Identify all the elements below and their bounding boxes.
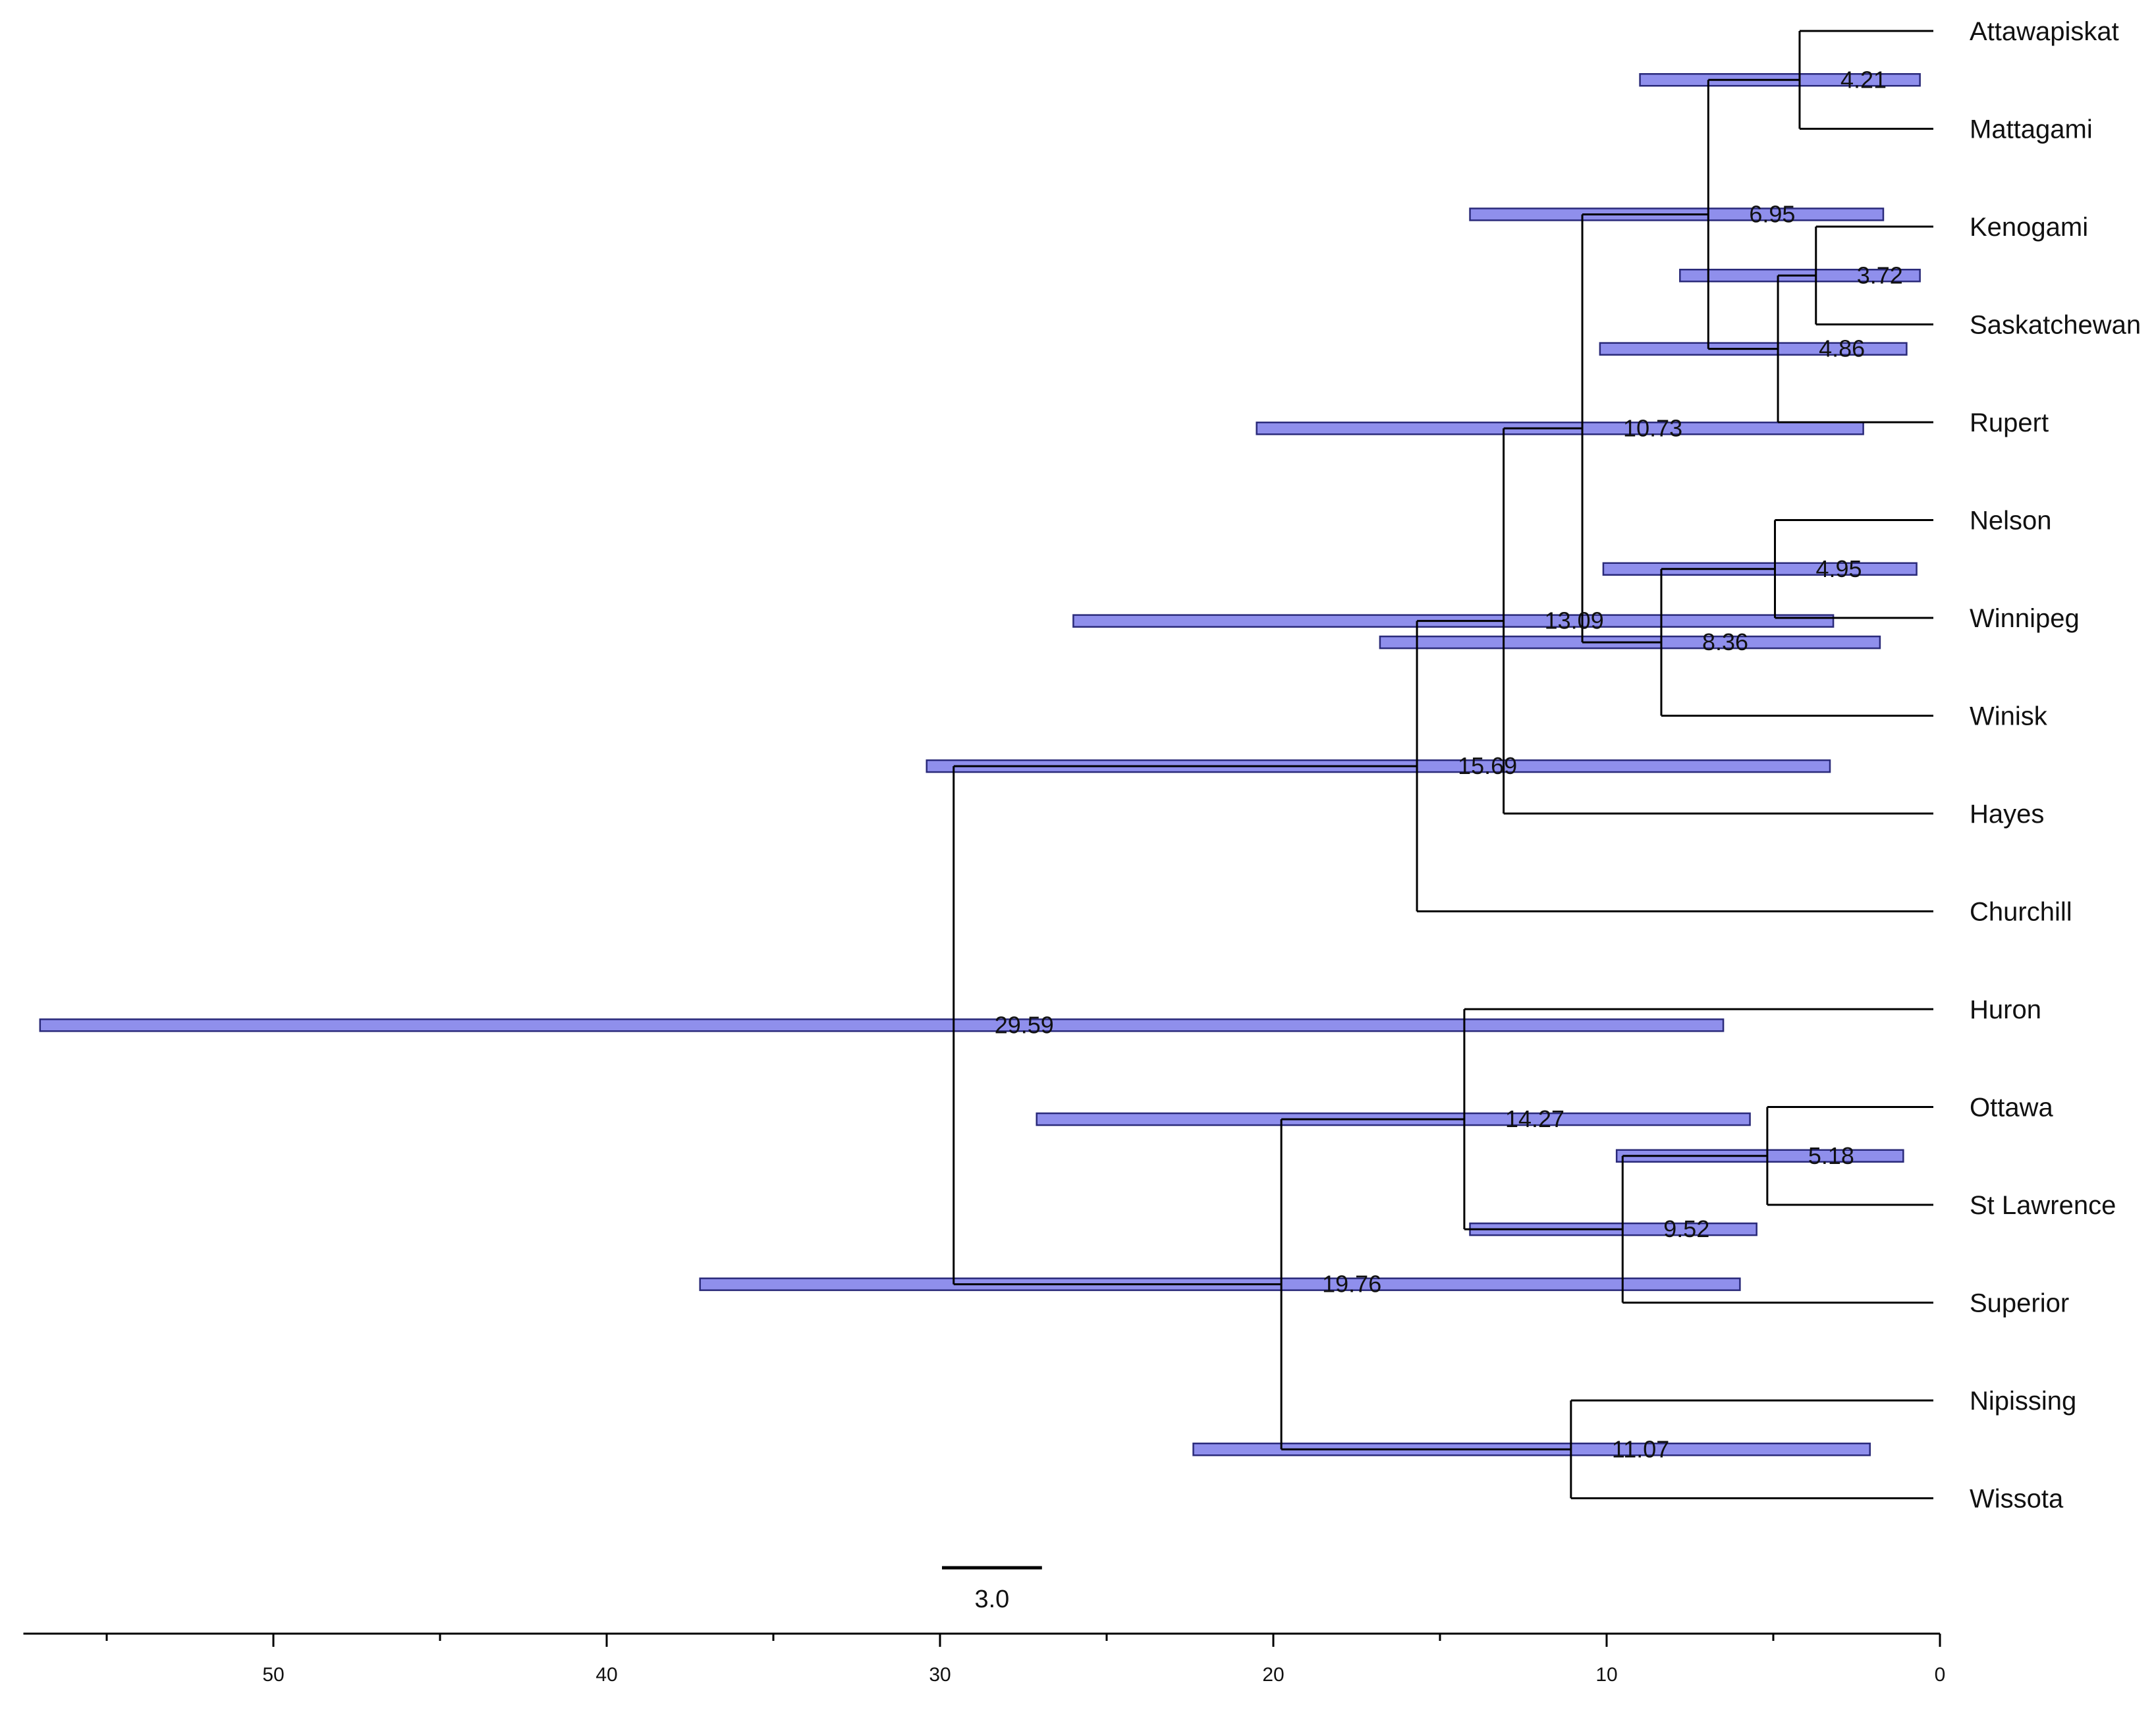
tip-label-hayes: Hayes — [1970, 800, 2044, 829]
axis-tick-label: 20 — [1262, 1664, 1284, 1686]
branches — [953, 30, 1933, 1499]
tip-label-nelson: Nelson — [1970, 507, 2052, 536]
axis-tick-label: 30 — [929, 1664, 951, 1686]
node-age-label-n14: 19.76 — [1322, 1271, 1381, 1298]
node-age-label-n9: 15.69 — [1458, 752, 1517, 779]
node-age-label-n13: 11.07 — [1612, 1435, 1669, 1462]
scale-bar: 3.0 — [942, 1566, 1042, 1613]
node-age-label-n1: 4.21 — [1840, 66, 1887, 93]
time-axis: 50 40 30 20 10 0 — [23, 1632, 1946, 1686]
tip-label-superior: Superior — [1970, 1289, 2069, 1318]
tip-label-winnipeg: Winnipeg — [1970, 604, 2080, 633]
node-age-label-n2: 3.72 — [1857, 262, 1903, 289]
scale-bar-label: 3.0 — [974, 1586, 1009, 1613]
tip-label-st-lawrence: St Lawrence — [1970, 1191, 2116, 1220]
tip-label-winisk: Winisk — [1970, 702, 2048, 731]
axis-tick-label: 50 — [262, 1664, 284, 1686]
tip-label-saskatchewan: Saskatchewan — [1970, 311, 2141, 340]
node-age-label-n7: 10.73 — [1623, 414, 1682, 441]
node-age-label-n3: 4.86 — [1819, 335, 1865, 362]
tip-label-ottawa: Ottawa — [1970, 1093, 2053, 1122]
node-age-label-n6: 8.36 — [1702, 628, 1748, 655]
tip-labels: Attawapiskat Mattagami Kenogami Saskatchewa… — [1970, 17, 2141, 1514]
node-age-label-n10: 5.18 — [1808, 1142, 1854, 1169]
node-age-label-n11: 9.52 — [1663, 1215, 1709, 1242]
tip-label-attawapiskat: Attawapiskat — [1970, 17, 2119, 46]
tip-label-churchill: Churchill — [1970, 898, 2072, 927]
node-age-label-n5: 4.95 — [1816, 555, 1862, 582]
node-age-label-n4: 6.95 — [1749, 200, 1795, 227]
tip-label-wissota: Wissota — [1970, 1485, 2064, 1514]
axis-tick-label: 0 — [1935, 1664, 1946, 1686]
tip-label-mattagami: Mattagami — [1970, 115, 2093, 144]
tip-label-kenogami: Kenogami — [1970, 213, 2088, 242]
hpd-bar-root — [39, 1018, 1725, 1032]
tip-label-nipissing: Nipissing — [1970, 1387, 2076, 1416]
axis-tick-label: 40 — [595, 1664, 617, 1686]
node-age-label-root: 29.59 — [995, 1011, 1054, 1038]
axis-tick-label: 10 — [1595, 1664, 1617, 1686]
node-age-label-n8: 13.09 — [1545, 607, 1604, 634]
tip-label-rupert: Rupert — [1970, 408, 2049, 437]
hpd-bars — [39, 73, 1921, 1456]
tip-label-huron: Huron — [1970, 995, 2041, 1024]
node-age-labels: 4.21 3.72 4.86 6.95 4.95 8.36 10.73 13.09 15.69 5… — [995, 66, 1903, 1462]
node-age-label-n12: 14.27 — [1505, 1105, 1564, 1132]
